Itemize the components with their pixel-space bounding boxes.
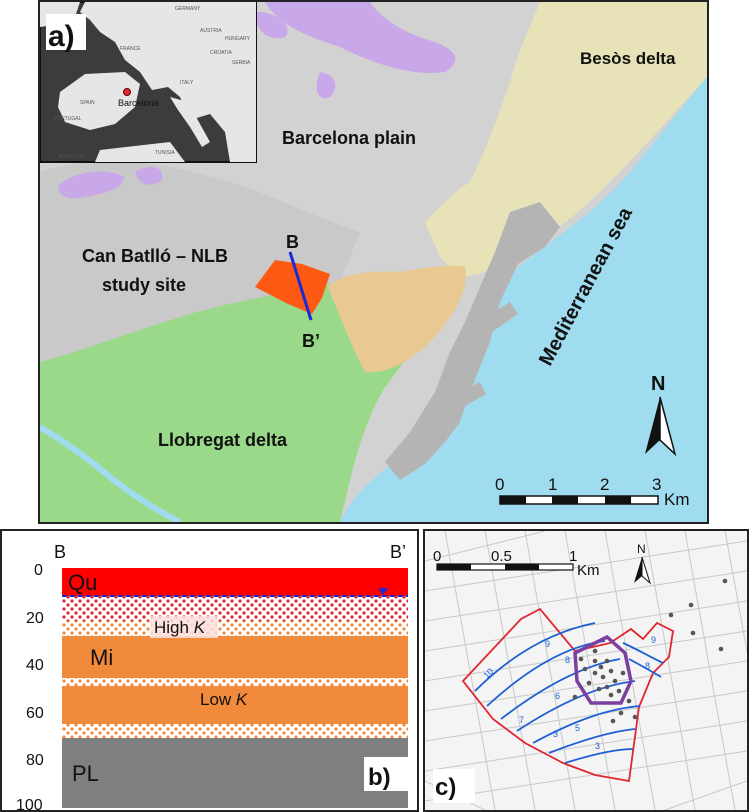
layer-pl [62, 738, 408, 808]
contour-label: 9 [651, 635, 656, 645]
llobregat-delta-area [40, 284, 410, 522]
depth-tick: 60 [26, 705, 44, 722]
panel-tag-box [364, 757, 410, 791]
location-map: Besòs delta Barcelona plain Can Batlló –… [40, 2, 707, 522]
barcelona-marker-icon [123, 88, 131, 96]
llobregat-river [40, 424, 182, 522]
hills-area-west [255, 11, 288, 39]
scale-unit: Km [577, 562, 600, 579]
scale-tick: 1 [569, 548, 577, 565]
scale-tick: 2 [600, 475, 609, 494]
depth-tick: 100 [16, 797, 43, 810]
layer-qu [62, 568, 408, 596]
depth-tick: 0 [34, 562, 43, 579]
section-line-b-b [288, 251, 313, 321]
scale-tick: 0.5 [491, 548, 512, 565]
section-end-b: B [286, 232, 299, 252]
inset-label-serbia: SERBIA [232, 60, 251, 66]
water-table-icon [378, 588, 388, 595]
location-map-panel: Besòs delta Barcelona plain Can Batlló –… [38, 0, 709, 524]
north-arrow-icon: N [645, 373, 677, 457]
layer-mi-sand [62, 678, 408, 686]
inset-label-portugal: PORTUGAL [54, 116, 82, 122]
layer-high-k [62, 621, 408, 636]
inset-label-italy: ITALY [180, 80, 194, 86]
layer-mi-lower-sand [62, 724, 408, 738]
model-boundary [461, 607, 674, 783]
hills-area [265, 2, 456, 73]
europe-inset-map: GERMANY FRANCE SPAIN PORTUGAL ITALY AUST… [40, 2, 257, 163]
panel-tag-box [46, 14, 86, 50]
study-site-label-line1: Can Batlló – NLB [82, 246, 228, 266]
monitoring-wells [572, 578, 728, 724]
scale-unit: Km [664, 490, 690, 509]
north-label-c: N [637, 542, 646, 556]
study-site-polygon [255, 260, 330, 314]
hills-area-sw2 [135, 166, 163, 185]
high-k-label: High K [154, 618, 206, 637]
besos-delta-area [425, 2, 707, 277]
besos-delta-label: Besòs delta [580, 49, 676, 68]
scale-bar-c: 0 0.5 1 Km [433, 548, 600, 579]
north-arrow-icon: N [634, 542, 651, 585]
inset-label-morocco: MOROCCO [58, 154, 85, 160]
inset-label-barcelona: Barcelona [118, 98, 159, 108]
mediterranean-sea [340, 77, 707, 522]
cross-section: B B’ High K Low K Qu Mi PL 0 20 40 60 80… [16, 542, 410, 810]
inset-label-austria: AUSTRIA [200, 28, 222, 34]
panel-tag-box [433, 769, 475, 803]
depth-tick: 20 [26, 610, 44, 627]
scale-tick: 3 [652, 475, 661, 494]
inset-label-spain: SPAIN [80, 100, 95, 106]
north-label: N [651, 373, 665, 395]
scale-bar: 0 1 2 3 Km [495, 475, 690, 509]
corner-label-b: B [54, 542, 66, 562]
section-end-b-prime: B’ [302, 331, 320, 351]
contour-label: 5 [575, 723, 580, 733]
hills-area-sw [58, 171, 125, 199]
inset-label-tunisia: TUNISIA [155, 150, 175, 156]
cross-section-panel: B B’ High K Low K Qu Mi PL 0 20 40 60 80… [0, 529, 419, 812]
contour-label: 9 [545, 639, 550, 649]
scale-tick: 0 [433, 548, 441, 565]
contour-label: 10 [481, 666, 495, 680]
hills-area-small [316, 72, 336, 99]
low-k-label: Low K [200, 690, 248, 709]
high-k-label-bg [150, 616, 218, 638]
inset-label-germany: GERMANY [175, 6, 201, 12]
depth-tick: 40 [26, 657, 44, 674]
contour-label: 8 [645, 661, 650, 671]
inset-label-hungary: HUNGARY [225, 36, 251, 42]
unit-label-mi: Mi [90, 645, 113, 670]
contour-label: 7 [519, 715, 524, 725]
inset-label-croatia: CROATIA [210, 50, 233, 56]
layer-low-k [62, 686, 408, 724]
corner-label-b-prime: B’ [390, 542, 406, 562]
inset-label-france: FRANCE [120, 46, 141, 52]
contour-label: 3 [553, 729, 558, 739]
port-pier [460, 302, 518, 347]
contour-label: 3 [595, 741, 600, 751]
llobregat-delta-label: Llobregat delta [158, 430, 288, 450]
groundwater-map-panel: 10 9 8 7 6 5 3 3 9 8 0 0.5 [423, 529, 749, 812]
study-site-label-line2: study site [102, 275, 186, 295]
panel-tag-c: c) [435, 774, 456, 801]
barcelona-plain-label: Barcelona plain [282, 128, 416, 148]
panel-tag-a: a) [48, 20, 75, 53]
montjuic-area [328, 265, 466, 373]
port-pier2 [440, 382, 486, 416]
hillshade-zone [40, 160, 360, 362]
contour-label: 8 [565, 655, 570, 665]
layer-qu-gravel [62, 596, 408, 621]
panel-tag-b: b) [368, 764, 391, 791]
study-site-outline [573, 634, 633, 705]
layer-mi-upper [62, 636, 408, 678]
scale-tick: 0 [495, 475, 504, 494]
unit-label-pl: PL [72, 761, 99, 786]
contour-label: 6 [555, 691, 560, 701]
depth-tick: 80 [26, 752, 44, 769]
unit-label-qu: Qu [68, 570, 97, 595]
scale-tick: 1 [548, 475, 557, 494]
groundwater-map: 10 9 8 7 6 5 3 3 9 8 0 0.5 [425, 531, 747, 810]
